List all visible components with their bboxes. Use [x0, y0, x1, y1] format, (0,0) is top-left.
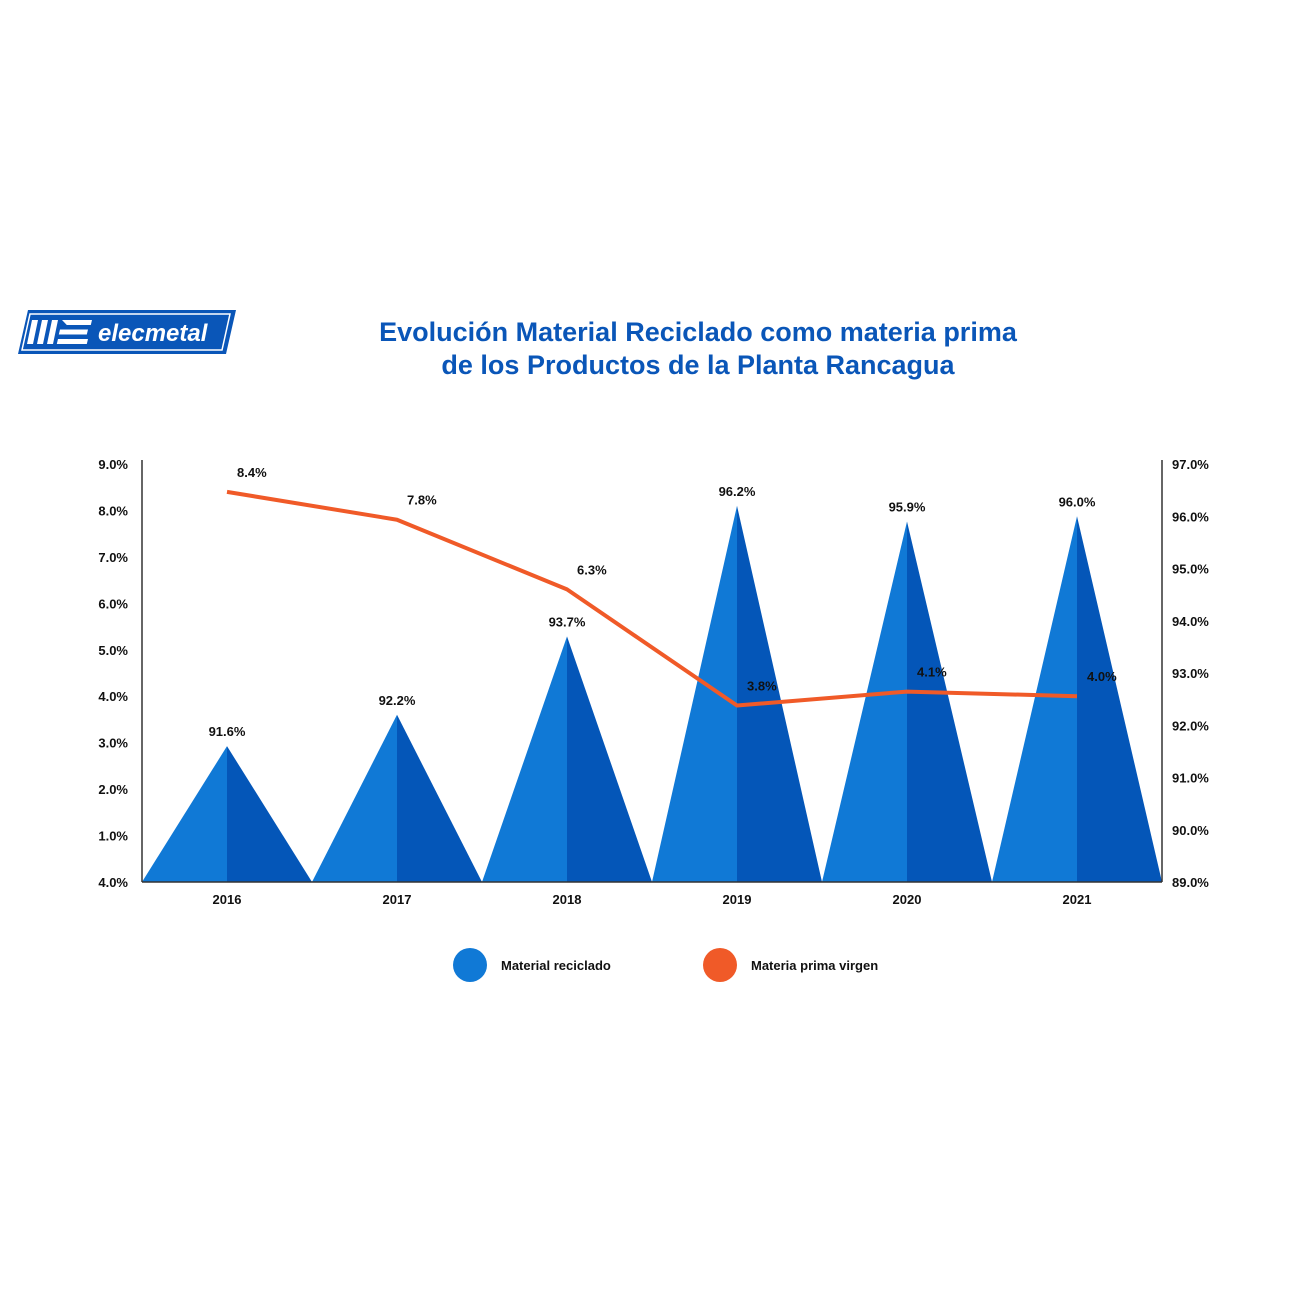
left-tick-label: 2.0%	[98, 782, 128, 797]
bar-data-label: 93.7%	[549, 614, 586, 629]
virgin-material-series: 8.4% 7.8% 6.3% 3.8% 4.1% 4.0%	[226, 465, 1117, 708]
left-tick-label: 4.0%	[98, 689, 128, 704]
bar-right-face	[737, 505, 822, 882]
line-data-label: 8.4%	[237, 465, 267, 480]
right-tick-label: 89.0%	[1172, 875, 1209, 890]
line-data-label: 4.1%	[917, 665, 947, 680]
bar-left-face	[142, 746, 227, 882]
right-tick-label: 91.0%	[1172, 771, 1209, 786]
legend-item-materia-prima-virgen: Materia prima virgen	[703, 947, 878, 983]
legend-label-materia-prima-virgen: Materia prima virgen	[751, 957, 879, 973]
recycled-material-series: 91.6% 92.2% 93.7% 96.2% 95.9% 96.0%	[142, 484, 1162, 882]
x-tick-label: 2016	[213, 892, 242, 907]
left-tick-label: 3.0%	[98, 736, 128, 751]
x-tick-label: 2018	[553, 892, 582, 907]
line-data-label: 6.3%	[577, 562, 607, 577]
right-tick-label: 97.0%	[1172, 457, 1209, 472]
left-tick-label: 5.0%	[98, 643, 128, 658]
line-data-label: 3.8%	[747, 679, 777, 694]
left-tick-label: 8.0%	[98, 503, 128, 518]
chart-title-line-1: Evolución Material Reciclado como materi…	[379, 317, 1017, 347]
bar-right-face	[227, 746, 312, 882]
bar-data-label: 91.6%	[209, 724, 246, 739]
bar-right-face	[1077, 516, 1162, 882]
right-tick-label: 94.0%	[1172, 614, 1209, 629]
left-tick-label: 4.0%	[98, 875, 128, 890]
axis-lines	[141, 460, 1163, 883]
bar-right-face	[907, 521, 992, 882]
legend-item-material-reciclado: Material reciclado	[453, 947, 611, 983]
legend-swatch-material-reciclado	[453, 948, 487, 982]
right-tick-label: 96.0%	[1172, 509, 1209, 524]
bar-right-face	[397, 714, 482, 882]
x-tick-label: 2021	[1063, 892, 1092, 907]
x-tick-label: 2020	[893, 892, 922, 907]
bar-left-face	[482, 636, 567, 882]
line-data-label: 7.8%	[407, 493, 437, 508]
bar-right-face	[567, 636, 652, 882]
right-tick-label: 93.0%	[1172, 666, 1209, 681]
line-data-label: 4.0%	[1087, 669, 1117, 684]
bar-data-label: 96.2%	[719, 484, 756, 499]
bar-data-label: 95.9%	[889, 499, 926, 514]
bar-left-face	[312, 714, 397, 882]
left-tick-label: 7.0%	[98, 550, 128, 565]
right-tick-label: 95.0%	[1172, 562, 1209, 577]
left-tick-label: 6.0%	[98, 596, 128, 611]
elecmetal-logo: elecmetal	[18, 310, 236, 354]
x-tick-label: 2017	[383, 892, 412, 907]
bar-left-face	[992, 516, 1077, 882]
left-tick-label: 9.0%	[98, 457, 128, 472]
x-axis: 2016 2017 2018 2019 2020 2021	[213, 892, 1092, 907]
left-axis: 4.0% 1.0% 2.0% 3.0% 4.0% 5.0% 6.0% 7.0% 8.0% 9.0%	[98, 457, 128, 890]
legend-label-material-reciclado: Material reciclado	[501, 957, 611, 973]
right-axis: 89.0% 90.0% 91.0% 92.0% 93.0% 94.0% 95.0% 96.0%…	[1172, 457, 1209, 890]
right-tick-label: 92.0%	[1172, 718, 1209, 733]
bar-left-face	[822, 521, 907, 882]
bar-data-label: 92.2%	[379, 693, 416, 708]
left-tick-label: 1.0%	[98, 829, 128, 844]
legend-swatch-materia-prima-virgen	[703, 948, 737, 982]
bar-left-face	[652, 505, 737, 882]
chart-plot: 4.0% 1.0% 2.0% 3.0% 4.0% 5.0% 6.0% 7.0% 8.0% 9.0%…	[98, 457, 1209, 907]
chart-title-line-2: de los Productos de la Planta Rancagua	[441, 350, 955, 380]
virgin-material-line	[226, 489, 1078, 708]
logo-wordmark: elecmetal	[98, 320, 209, 347]
x-tick-label: 2019	[723, 892, 752, 907]
chart-title: Evolución Material Reciclado como materi…	[340, 316, 1056, 382]
bar-data-label: 96.0%	[1059, 494, 1096, 509]
right-tick-label: 90.0%	[1172, 823, 1209, 838]
